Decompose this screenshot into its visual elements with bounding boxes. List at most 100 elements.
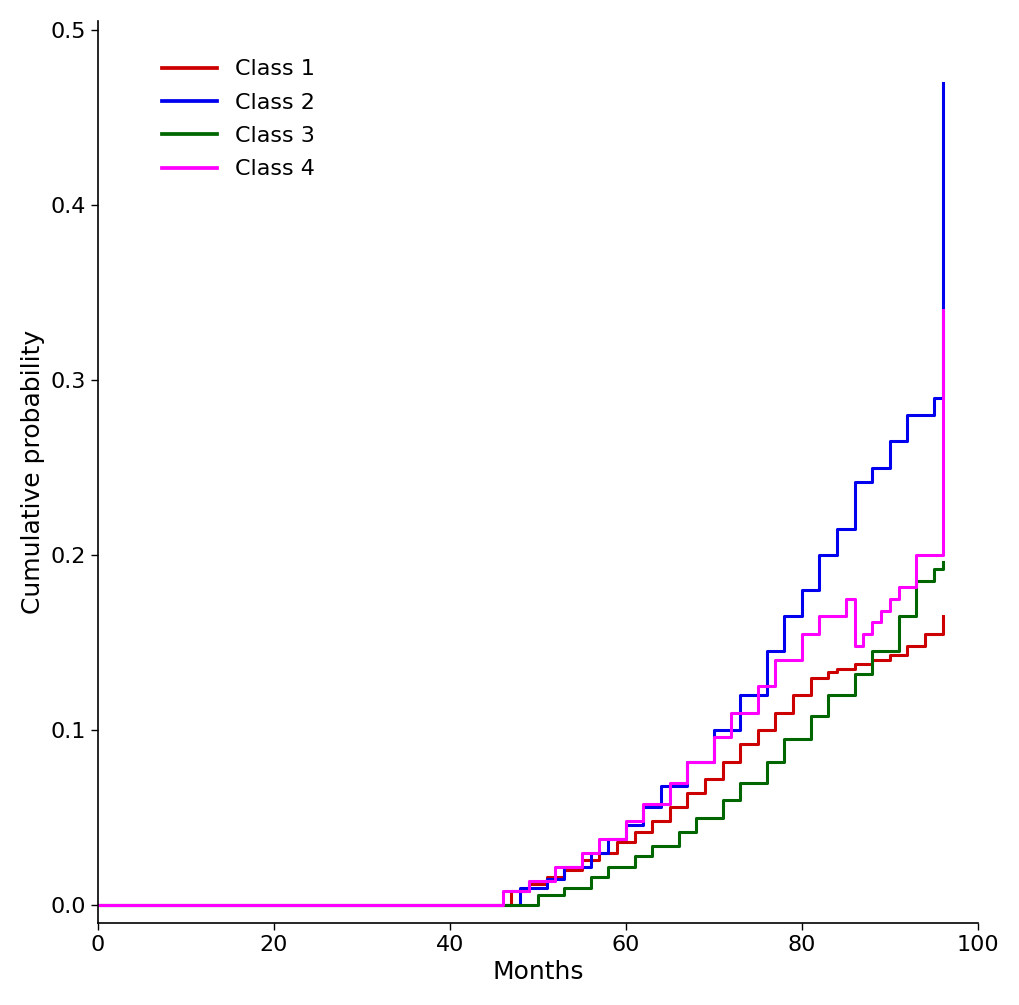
Class 2 [848, 475, 860, 487]
Class 4 [523, 874, 535, 886]
Class 2 [637, 801, 649, 813]
Class 4 [848, 640, 860, 652]
Class 4 [620, 815, 632, 827]
Class 3 [645, 840, 657, 852]
Class 2 [927, 392, 940, 404]
Class 2 [681, 756, 693, 768]
Class 1 [865, 654, 877, 666]
Class 2 [882, 435, 895, 447]
Class 2 [92, 899, 104, 912]
Class 4 [768, 654, 781, 666]
Class 4 [92, 899, 104, 912]
Class 4 [478, 899, 490, 912]
Class 3 [927, 563, 940, 575]
Class 4 [496, 885, 508, 897]
Class 4 [865, 616, 877, 628]
Class 3 [734, 777, 746, 789]
Class 3 [848, 668, 860, 680]
Class 3 [760, 756, 772, 768]
Class 3 [821, 689, 834, 701]
Class 4 [707, 732, 719, 744]
Class 4 [839, 593, 851, 605]
Class 2 [620, 819, 632, 831]
Class 1 [610, 836, 623, 848]
Class 1 [821, 666, 834, 678]
Class 4 [663, 777, 676, 789]
Class 3 [584, 871, 596, 883]
Class 1 [663, 801, 676, 813]
Class 4 [575, 847, 587, 859]
Class 4 [812, 610, 824, 622]
Class 4 [935, 305, 948, 317]
Class 3 [715, 794, 728, 806]
Class 1 [681, 787, 693, 799]
Class 1 [734, 739, 746, 751]
Class 4 [637, 798, 649, 810]
Line: Class 3: Class 3 [98, 562, 942, 906]
Class 2 [760, 645, 772, 657]
Class 1 [786, 689, 798, 701]
Class 3 [804, 711, 816, 723]
Class 4 [681, 756, 693, 768]
Class 4 [909, 549, 921, 561]
Class 2 [865, 461, 877, 473]
Line: Class 2: Class 2 [98, 82, 942, 906]
Class 4 [927, 549, 940, 561]
Class 1 [540, 871, 552, 883]
Class 2 [830, 523, 843, 535]
Class 2 [812, 549, 824, 561]
Class 2 [584, 847, 596, 859]
Class 1 [901, 640, 913, 652]
Class 1 [698, 773, 710, 785]
Class 2 [734, 689, 746, 701]
Class 2 [901, 409, 913, 421]
Class 3 [531, 888, 543, 900]
Class 1 [935, 610, 948, 622]
Class 1 [504, 885, 517, 897]
Class 4 [725, 707, 737, 719]
Class 1 [628, 826, 640, 838]
Class 3 [865, 645, 877, 657]
Class 1 [751, 725, 763, 737]
Class 2 [935, 76, 948, 88]
Class 4 [751, 680, 763, 692]
Class 3 [557, 881, 570, 893]
Class 4 [795, 628, 807, 640]
Class 2 [496, 899, 508, 912]
Line: Class 1: Class 1 [98, 616, 942, 906]
Class 1 [496, 899, 508, 912]
Class 2 [557, 860, 570, 872]
Class 1 [848, 657, 860, 669]
Class 4 [857, 628, 869, 640]
Class 2 [514, 881, 526, 893]
Class 2 [777, 610, 790, 622]
Class 4 [882, 593, 895, 605]
Class 3 [514, 899, 526, 912]
Class 1 [523, 878, 535, 890]
Class 3 [777, 733, 790, 745]
Class 1 [768, 707, 781, 719]
Class 1 [645, 815, 657, 827]
Class 3 [672, 826, 684, 838]
Class 1 [557, 864, 570, 876]
Class 1 [575, 854, 587, 866]
Class 2 [540, 873, 552, 885]
Class 4 [874, 605, 887, 617]
Class 2 [601, 833, 613, 845]
Class 3 [935, 556, 948, 568]
Class 3 [628, 850, 640, 862]
Class 1 [92, 899, 104, 912]
Class 4 [892, 581, 904, 593]
Class 1 [715, 756, 728, 768]
Class 3 [601, 860, 613, 872]
Class 3 [892, 610, 904, 622]
Y-axis label: Cumulative probability: Cumulative probability [20, 330, 45, 614]
Class 2 [654, 780, 666, 792]
Class 2 [707, 725, 719, 737]
Class 4 [548, 860, 560, 872]
Class 3 [690, 812, 702, 824]
Class 1 [918, 628, 930, 640]
Class 3 [92, 899, 104, 912]
Class 3 [909, 576, 921, 588]
Legend: Class 1, Class 2, Class 3, Class 4: Class 1, Class 2, Class 3, Class 4 [153, 50, 323, 188]
